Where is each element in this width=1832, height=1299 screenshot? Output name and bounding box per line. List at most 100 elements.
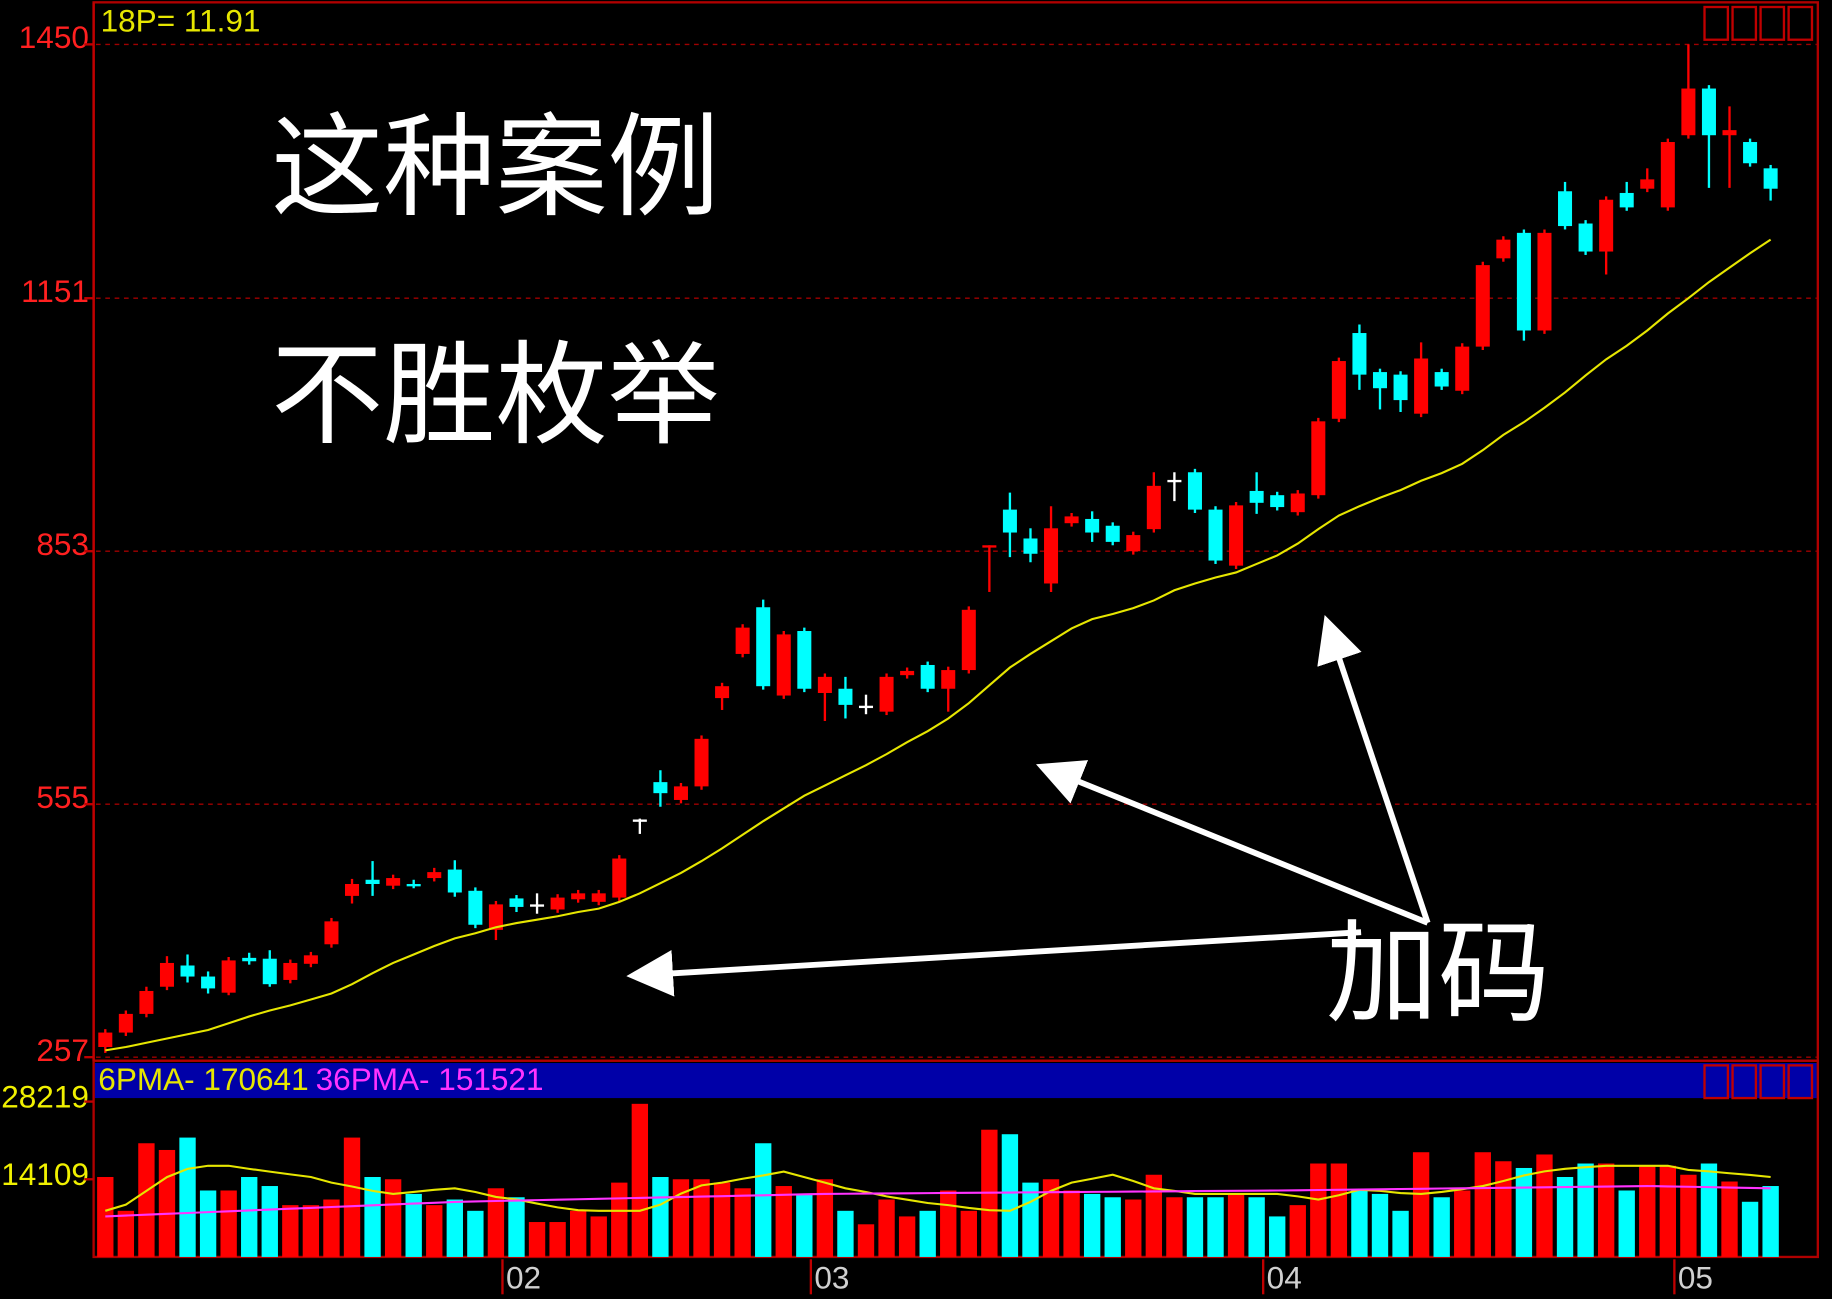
candle-body [242,957,257,962]
candle-body [1537,232,1552,331]
candle-body [345,884,360,896]
candle-body [1578,223,1593,252]
candle-body [817,676,832,693]
volume-bar [1001,1134,1019,1257]
annotation: 不胜枚举 [271,331,720,461]
btn-right-2[interactable] [1731,1064,1758,1100]
volume-bar [302,1205,320,1257]
candle-body [221,960,236,993]
candle-body [98,1032,113,1048]
candle-body [180,965,195,977]
volume-bar [878,1199,895,1257]
y-tick-label: 1450 [19,19,89,55]
y-tick-label: 555 [36,779,89,815]
volume-bar [1310,1163,1327,1257]
candle-body [1249,490,1264,503]
candle-body [838,688,853,705]
volume-bar [1083,1193,1101,1257]
legend-entry: 36PMA- 151521 [316,1061,544,1097]
btn-min[interactable] [1787,5,1814,41]
volume-bar [405,1193,422,1257]
candle-body [756,607,771,687]
candle-body [673,786,688,800]
volume-bar [898,1216,916,1257]
volume-bar [1433,1197,1450,1257]
y-tick-label: 1151 [21,273,89,309]
btn-max[interactable] [1759,5,1786,41]
y-tick-label: 853 [36,526,89,562]
volume-bar [1042,1179,1060,1257]
candle-body [1763,168,1778,189]
candle-body [632,819,647,822]
y-tick-label: 14109 [1,1156,89,1192]
volume-bar [241,1177,258,1257]
candle-body [961,609,976,671]
volume-bar [1063,1190,1080,1257]
candle-body [1311,421,1326,496]
candle-body [591,893,606,902]
candle-body [1146,485,1161,530]
volume-bar [138,1143,155,1257]
volume-bar [179,1137,196,1257]
candle-body [1743,142,1758,164]
candle-body [612,858,627,898]
x-tick-label: 04 [1267,1260,1302,1296]
candle-body [776,634,791,696]
volume-bar [1351,1190,1368,1257]
candle-body [900,670,915,676]
volume-bar [1659,1165,1677,1257]
candle-body [427,872,442,879]
candle-body [509,898,524,907]
candle-body [1270,495,1285,508]
volume-bar [220,1190,237,1257]
candle-body [1619,192,1634,208]
btn-max-2[interactable] [1759,1064,1786,1100]
annotation: 这种案例 [271,103,720,233]
volume-bar [611,1182,628,1257]
candle-body [1105,525,1120,542]
window-buttons[interactable] [1703,5,1814,1100]
btn-left[interactable] [1703,5,1730,41]
candle-body [303,955,318,964]
volume-bar [631,1103,649,1257]
volume-bar [1495,1161,1512,1257]
volume-bar [816,1179,834,1257]
volume-bar [1371,1193,1389,1257]
candle-body [653,782,668,794]
btn-right[interactable] [1731,5,1758,41]
candle-body [1475,265,1490,347]
arrow [1036,760,1429,926]
candle-body [550,897,565,910]
volume-bar [857,1224,875,1257]
volume-bar [960,1210,977,1257]
arrows [626,615,1431,997]
volume-bar [1721,1181,1738,1257]
candle-body [982,545,997,548]
candle-body [139,990,154,1014]
btn-left-2[interactable] [1703,1064,1730,1100]
candle-body [571,893,586,900]
volume-bar [919,1210,936,1257]
volume-bar [97,1177,114,1257]
candle-body [201,976,216,989]
arrow [626,929,1362,997]
volume-bar [1207,1197,1224,1257]
candle-body [858,705,874,709]
candle-body [1085,518,1100,533]
candle-body [1393,374,1408,401]
volume-bar [713,1182,731,1257]
candle-body [1187,472,1202,510]
volume-ma [105,1184,1771,1218]
legend-entry: 6PMA- 170641 [98,1061,308,1097]
volume-bar [672,1179,690,1257]
btn-close-2[interactable] [1787,1064,1814,1100]
candle-body [447,869,462,893]
candle-body [735,627,750,654]
volume-bar [426,1205,443,1257]
volume-bar [1639,1165,1656,1257]
volume-bar [446,1199,463,1257]
candle-body [1496,239,1511,259]
candle-body [365,879,380,885]
